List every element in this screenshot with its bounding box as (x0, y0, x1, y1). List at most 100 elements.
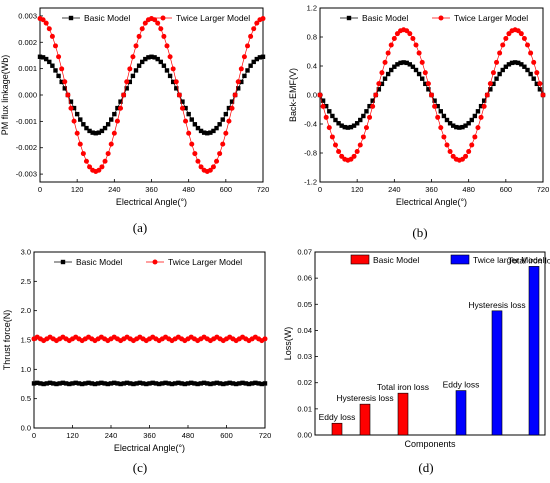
y-axis-label: Thrust force(N) (2, 310, 12, 371)
data-point (99, 380, 104, 386)
x-tick-label: 360 (145, 185, 158, 194)
data-point (367, 103, 372, 109)
data-point (43, 56, 49, 62)
data-point (379, 81, 385, 87)
data-point (395, 62, 400, 67)
data-point (189, 117, 194, 122)
data-point (147, 381, 152, 386)
data-point (351, 123, 357, 128)
data-point (245, 68, 250, 73)
data-point (223, 130, 229, 136)
data-point (509, 60, 515, 66)
data-point (133, 68, 139, 73)
legend-label: Twice larger Model (473, 255, 544, 265)
data-point (108, 381, 114, 386)
data-point (143, 56, 148, 62)
data-point (246, 381, 252, 387)
data-point (472, 113, 478, 119)
data-point (50, 63, 55, 68)
legend-marker (346, 15, 352, 21)
x-tick-label: 0 (38, 185, 42, 194)
data-point (242, 73, 247, 79)
legend-label: Twice Larger Model (176, 13, 250, 23)
data-point (481, 98, 487, 103)
data-point (243, 381, 248, 386)
data-point (226, 105, 232, 111)
data-point (500, 67, 505, 73)
y-tick-label: -0.4 (304, 120, 317, 129)
data-point (201, 130, 207, 135)
data-point (198, 164, 204, 170)
data-point (525, 42, 531, 48)
series-line (39, 18, 264, 172)
data-point (207, 167, 213, 173)
data-point (323, 114, 329, 120)
data-point (161, 63, 167, 68)
data-point (102, 158, 108, 164)
data-point (339, 123, 344, 128)
data-point (124, 79, 130, 85)
legend-item: Basic Model (62, 13, 130, 23)
data-point (86, 380, 91, 386)
y-tick-label: 0.06 (297, 274, 312, 283)
data-point (65, 92, 71, 98)
data-point (249, 381, 255, 386)
data-point (111, 130, 117, 136)
data-point (537, 81, 543, 87)
data-point (254, 20, 260, 26)
y-tick-label: 0.001 (18, 64, 37, 73)
y-tick-label: 0.5 (21, 394, 31, 403)
legend-swatch (450, 254, 470, 265)
y-tick-label: 0.00 (297, 431, 312, 440)
data-point (214, 158, 220, 164)
legend-marker (60, 259, 66, 265)
panel-c: 0 120 240 360 480 600 720 0.0 0.5 1.0 1.5 2.0 2.5 3.0… (2, 248, 271, 454)
data-point (333, 117, 338, 123)
data-point (83, 158, 89, 164)
data-point (376, 87, 382, 92)
data-point (68, 105, 74, 111)
data-point (522, 64, 527, 69)
data-point (164, 68, 170, 73)
x-tick-label: 360 (143, 431, 156, 440)
data-point (182, 381, 187, 387)
y-tick-label: 0.0 (307, 91, 317, 100)
data-point (169, 381, 175, 387)
data-point (102, 125, 108, 131)
data-point (43, 20, 49, 26)
data-point (256, 381, 261, 386)
data-point (503, 35, 509, 41)
series-basic (317, 60, 546, 130)
data-point (152, 55, 157, 60)
data-point (245, 43, 251, 49)
data-point (475, 125, 481, 131)
x-tick-label: 0 (318, 185, 322, 194)
data-point (63, 381, 69, 386)
data-point (512, 60, 518, 65)
y-tick-label: 2.0 (21, 306, 31, 315)
bar-label: Total iron loss (377, 382, 429, 392)
data-point (382, 76, 388, 81)
data-point (251, 26, 257, 32)
y-tick-label: 0.03 (297, 352, 312, 361)
data-point (262, 381, 268, 386)
data-point (158, 59, 163, 65)
bar (331, 422, 343, 436)
data-point (121, 381, 127, 386)
data-point (237, 381, 242, 386)
y-tick-label: 0.8 (307, 33, 317, 42)
data-point (364, 109, 369, 114)
data-point (35, 380, 40, 386)
data-point (254, 56, 260, 62)
data-point (224, 381, 229, 386)
data-point (432, 98, 437, 103)
data-point (96, 130, 102, 135)
legend-swatch (350, 254, 370, 265)
data-point (127, 66, 133, 72)
data-point (153, 381, 159, 386)
y-tick-label: 1.5 (21, 336, 31, 345)
x-tick-label: 720 (259, 431, 272, 440)
data-point (233, 381, 239, 387)
legend-marker (160, 15, 166, 21)
data-point (348, 124, 354, 130)
